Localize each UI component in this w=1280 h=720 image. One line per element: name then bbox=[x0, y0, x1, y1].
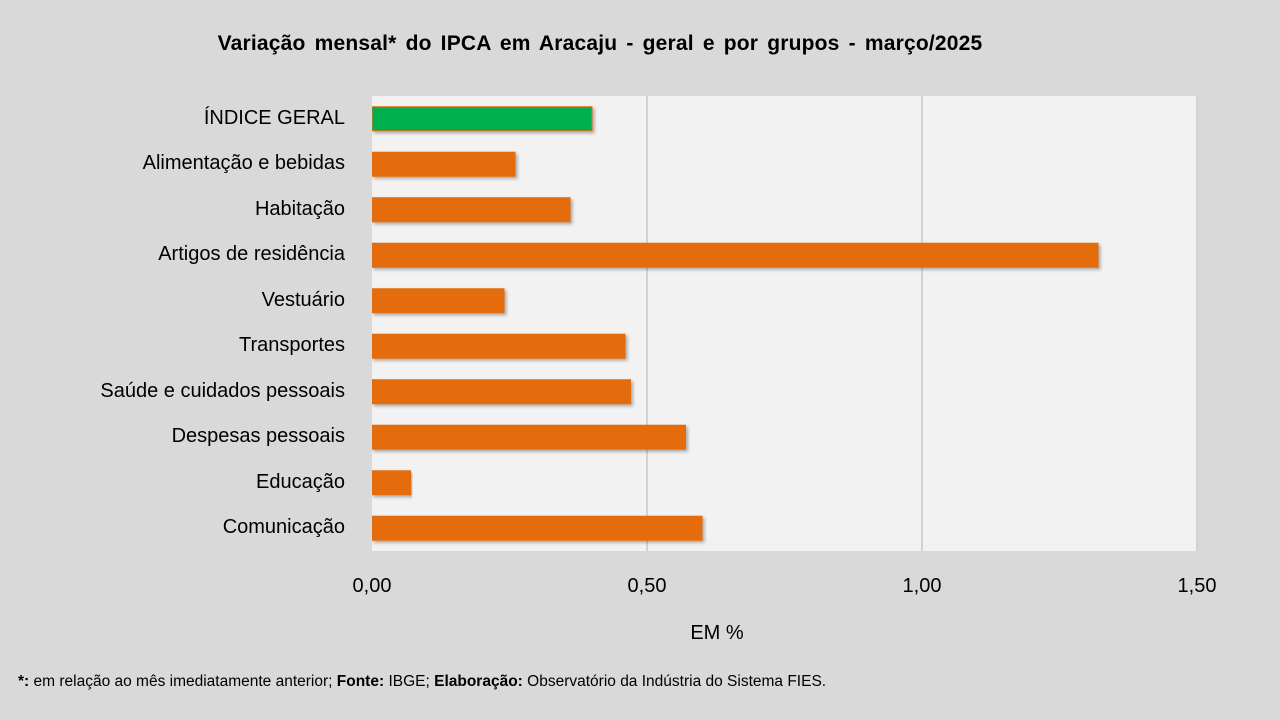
bar-chart bbox=[372, 96, 1198, 551]
footnote-star-label: *: bbox=[18, 673, 30, 690]
category-label: Educação bbox=[256, 470, 345, 493]
plot-area bbox=[372, 96, 1198, 551]
footnote-source-label: Fonte: bbox=[336, 673, 385, 690]
category-label: Transportes bbox=[239, 334, 345, 357]
bar-7 bbox=[372, 424, 686, 450]
category-label: Vestuário bbox=[261, 288, 345, 311]
x-axis-label: EM % bbox=[690, 622, 744, 644]
x-tick-label: 0,50 bbox=[627, 575, 667, 597]
category-label: ÍNDICE GERAL bbox=[203, 106, 345, 129]
category-label: Alimentação e bebidas bbox=[142, 152, 345, 175]
bar-3 bbox=[372, 242, 1099, 268]
bar-5 bbox=[372, 333, 626, 359]
footnote-credit-label: Elaboração: bbox=[434, 673, 523, 690]
bar-4 bbox=[372, 288, 505, 314]
footnote-star-text: em relação ao mês imediatamente anterior… bbox=[29, 673, 337, 690]
category-label: Saúde e cuidados pessoais bbox=[100, 379, 345, 402]
category-label: Habitação bbox=[254, 197, 345, 220]
x-tick-label: 0,00 bbox=[352, 575, 392, 597]
x-tick-label: 1,50 bbox=[1177, 575, 1217, 597]
category-label: Artigos de residência bbox=[158, 243, 345, 266]
footnote-credit-text: Observatório da Indústria do Sistema FIE… bbox=[522, 673, 827, 690]
footnote: *: em relação ao mês imediatamente anter… bbox=[18, 673, 826, 691]
bar-9 bbox=[372, 515, 703, 541]
category-label: Despesas pessoais bbox=[171, 425, 345, 448]
x-tick-label: 1,00 bbox=[902, 575, 942, 597]
bar-2 bbox=[372, 197, 571, 223]
footnote-source-text: IBGE; bbox=[384, 673, 435, 690]
bar-1 bbox=[372, 151, 516, 177]
bar-6 bbox=[372, 379, 631, 405]
category-label: Comunicação bbox=[222, 516, 345, 539]
chart-title: Variação mensal* do IPCA em Aracaju - ge… bbox=[217, 32, 983, 55]
bar-0 bbox=[372, 106, 593, 132]
bar-8 bbox=[372, 470, 411, 496]
